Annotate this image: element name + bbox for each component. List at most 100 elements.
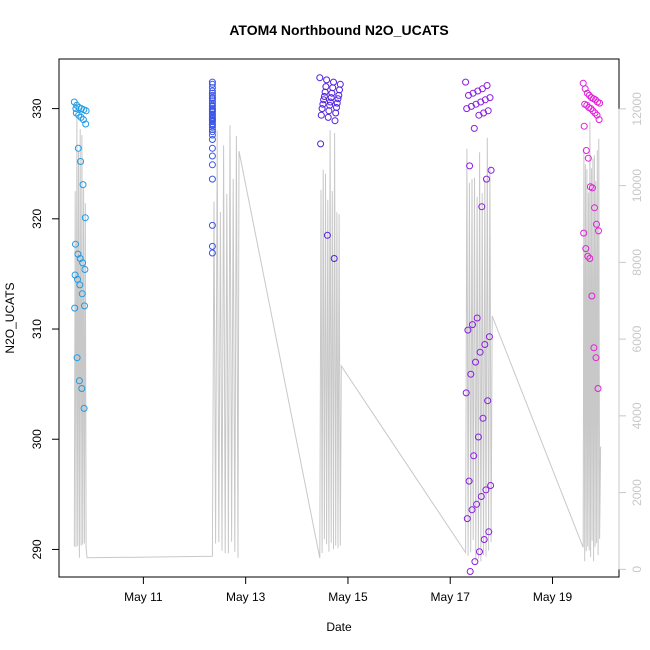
data-point — [327, 94, 335, 102]
data-point — [484, 397, 492, 405]
data-point — [464, 326, 472, 334]
data-point — [333, 99, 341, 107]
data-point — [208, 221, 216, 229]
x-tick-label: May 13 — [226, 590, 266, 604]
data-point — [487, 482, 495, 489]
data-point — [82, 120, 90, 128]
data-point — [483, 82, 491, 89]
x-tick-label: May 11 — [124, 590, 163, 604]
y2-tick-label: 0 — [630, 566, 644, 573]
data-point — [208, 121, 216, 129]
data-point — [82, 107, 90, 115]
data-point — [317, 140, 325, 148]
y2-tick-label: 8000 — [630, 249, 644, 276]
data-point — [580, 122, 588, 130]
data-point — [208, 95, 216, 103]
data-point — [336, 80, 344, 88]
data-point — [321, 88, 329, 96]
data-point — [72, 240, 79, 248]
data-point — [473, 314, 481, 322]
data-point — [584, 154, 592, 162]
data-point — [472, 358, 479, 366]
data-point — [208, 128, 216, 136]
data-point — [475, 111, 483, 119]
altitude-line — [73, 116, 602, 562]
data-point — [595, 227, 602, 235]
data-point — [579, 79, 587, 87]
data-point — [480, 536, 488, 543]
data-point — [482, 486, 490, 494]
altitude-series — [73, 116, 602, 562]
data-point — [332, 109, 340, 117]
data-point — [78, 290, 86, 298]
y-axis: 290 300 310 320 330 — [30, 98, 60, 559]
data-point — [75, 111, 83, 119]
data-point — [208, 87, 216, 95]
data-point — [208, 136, 216, 143]
data-point — [473, 500, 481, 508]
data-point — [581, 85, 589, 93]
data-point — [323, 76, 331, 84]
data-point — [593, 220, 600, 228]
data-point — [77, 158, 85, 165]
data-point — [582, 245, 590, 253]
data-point — [465, 91, 472, 99]
data-point — [483, 175, 490, 183]
data-point — [594, 385, 602, 392]
n2o-points — [70, 74, 604, 575]
data-point — [587, 105, 595, 113]
data-point — [334, 95, 342, 103]
data-point — [588, 184, 596, 192]
x-tick-label: May 19 — [533, 590, 573, 604]
data-point — [331, 117, 339, 125]
data-point — [75, 377, 83, 385]
data-point — [469, 321, 476, 329]
x-axis: May 11 May 13 May 15 May 17 May 19 — [124, 576, 573, 604]
y-tick-label: 290 — [30, 539, 44, 559]
data-point — [582, 147, 590, 154]
data-point — [595, 116, 603, 124]
data-point — [208, 131, 216, 139]
y-tick-label: 320 — [30, 208, 44, 228]
data-point — [476, 548, 483, 556]
data-point — [79, 259, 87, 267]
data-point — [81, 214, 89, 222]
data-point — [580, 229, 588, 237]
data-point — [476, 348, 484, 356]
data-point — [208, 249, 216, 257]
data-point — [76, 281, 84, 289]
data-point — [590, 344, 598, 352]
data-point — [470, 452, 478, 460]
y-axis-label: N2O_UCATS — [3, 282, 17, 353]
data-point — [80, 404, 88, 412]
data-point — [485, 333, 493, 341]
data-point — [72, 109, 80, 117]
data-point — [330, 255, 338, 262]
data-point — [335, 91, 343, 99]
y2-axis: 0 2000 4000 6000 8000 10000 12000 — [618, 92, 644, 573]
data-point — [323, 231, 331, 239]
data-point — [591, 204, 598, 212]
data-point — [208, 161, 216, 169]
data-point — [471, 558, 479, 566]
data-point — [470, 124, 478, 132]
data-point — [319, 100, 327, 108]
y2-tick-label: 12000 — [630, 92, 644, 126]
data-point — [328, 89, 336, 97]
data-point — [463, 515, 471, 523]
data-point — [583, 89, 591, 97]
data-point — [465, 477, 473, 485]
data-point — [478, 203, 486, 211]
data-point — [466, 568, 474, 575]
data-point — [324, 113, 332, 121]
data-point — [481, 341, 489, 348]
data-point — [73, 354, 81, 362]
data-point — [208, 80, 216, 88]
y-tick-label: 310 — [30, 319, 44, 339]
data-point — [79, 181, 87, 189]
data-point — [592, 354, 600, 362]
chart-title: ATOM4 Northbound N2O_UCATS — [229, 22, 448, 38]
data-point — [584, 252, 592, 260]
data-point — [589, 107, 597, 115]
